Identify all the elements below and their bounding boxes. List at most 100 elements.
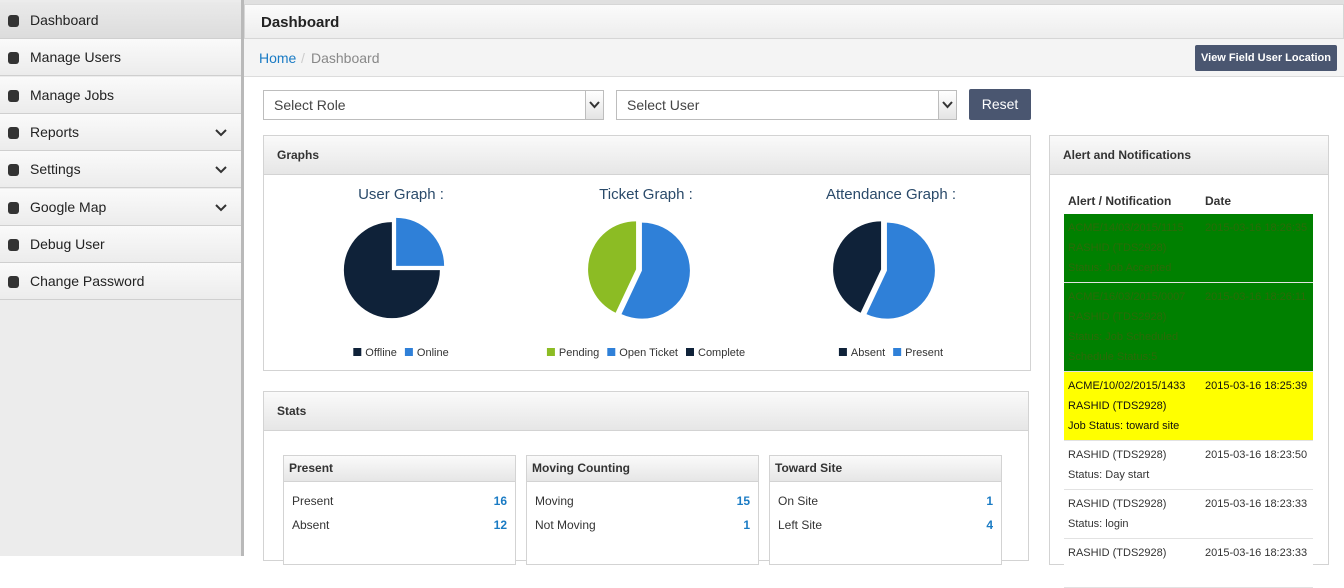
legend-label: Pending [559,347,599,359]
stat-box: Toward Site On Site 1 Left Site 4 [769,455,1002,565]
nav-item[interactable]: Manage Jobs [0,76,241,114]
pie-slice [588,221,637,313]
alert-date: 2015-03-16 18:23:50 [1205,449,1308,461]
stat-row: Left Site 4 [778,518,993,532]
stat-box: Moving Counting Moving 15 Not Moving 1 [526,455,759,565]
icon-shape [8,89,19,102]
legend-label: Present [905,347,943,359]
chevron-shape [215,129,227,137]
stat-title: Present [284,456,515,482]
select-arrow [938,91,956,119]
stat-value: 15 [736,494,750,508]
nav-label: Settings [30,161,81,178]
stat-title: Moving Counting [527,456,758,482]
legend-label: Absent [851,347,885,359]
arrow-icon [942,101,953,109]
select-placeholder: Select User [627,97,700,113]
nav-item[interactable]: Reports [0,113,241,151]
arrow-icon [589,101,600,109]
alert-text: ACME/14/03/2015/1115 RASHID (TDS2928) Stat… [1068,218,1184,278]
stat-label: Present [292,494,334,508]
icon-shape [8,164,19,177]
alert-line: Job Status: toward site [1068,420,1180,432]
legend-swatch [546,348,555,356]
stat-value: 16 [493,494,507,508]
nav-label: Manage Users [30,49,122,66]
chevron [215,166,227,174]
panel-title: Stats [264,392,1028,431]
legend-swatch [686,348,694,356]
pie-slice [621,222,690,319]
alert-line: Schedule Status:5 [1068,351,1158,363]
stat-row: Present 16 [292,494,507,508]
stat-value: 4 [986,518,993,532]
pie-slice [866,222,935,319]
stat-row: On Site 1 [778,494,993,508]
alert-line: RASHID (TDS2928) [1068,547,1167,559]
alert-row: RASHID (TDS2928) Status: Day start 2015-03… [1064,441,1313,490]
icon-shape [8,238,19,251]
sidebar: Dashboard Manage Users Manage Jobs Reports S… [0,0,244,556]
view-location-button[interactable]: View Field User Location [1195,45,1337,71]
alert-date: 2015-03-16 18:26:11 [1205,291,1307,303]
icon-shape [8,15,19,27]
role-select[interactable]: Select Role [263,90,604,120]
select-arrow [585,91,603,119]
nav-icon [8,52,19,65]
stat-row: Moving 15 [535,494,750,508]
alert-line: RASHID (TDS2928) [1068,498,1167,510]
chevron [215,203,227,211]
alert-line: RASHID (TDS2928) [1068,400,1167,412]
chart-title: Attendance Graph : [826,186,956,203]
stat-title: Toward Site [770,456,1001,482]
alert-text: RASHID (TDS2928) Status: Day start [1068,445,1166,485]
breadcrumb-separator: / [301,50,305,66]
breadcrumb-current: Dashboard [311,50,380,66]
alert-text: RASHID (TDS2928) [1068,543,1166,563]
alert-row: ACME/16/03/2015/0007 RASHID (TDS2928) Stat… [1064,283,1313,372]
alert-row: ACME/14/03/2015/1115 RASHID (TDS2928) Stat… [1064,214,1313,283]
legend-label: Offline [365,347,397,359]
select-placeholder: Select Role [274,97,346,113]
stat-label: Absent [292,518,330,532]
legend: Pending Open Ticket Complete [546,347,745,359]
nav-item[interactable]: Google Map [0,188,241,226]
alert-text: ACME/10/02/2015/1433 RASHID (TDS2928) Job … [1068,376,1185,436]
legend-label: Open Ticket [619,347,678,359]
stat-label: Moving [535,494,574,508]
nav-icon [8,164,19,177]
legend-swatch [404,348,413,356]
legend-swatch [838,348,847,356]
nav-item[interactable]: Manage Users [0,39,241,77]
alert-date: 2015-03-16 18:23:33 [1205,547,1308,559]
nav-item[interactable]: Dashboard [0,2,241,39]
page-title: Dashboard [261,14,340,31]
user-select[interactable]: Select User [616,90,957,120]
breadcrumb-home[interactable]: Home [259,50,297,66]
nav-label: Reports [30,123,80,140]
nav-item[interactable]: Settings [0,151,241,189]
alert-text: ACME/16/03/2015/0007 RASHID (TDS2928) Stat… [1068,287,1185,367]
nav-item[interactable]: Change Password [0,263,241,301]
reset-button[interactable]: Reset [969,89,1031,120]
stat-box: Present Present 16 Absent 12 [283,455,516,565]
alert-date: 2015-03-16 18:23:33 [1205,498,1308,510]
legend-label: Online [417,347,449,359]
stat-label: On Site [778,494,819,508]
nav-item[interactable]: Debug User [0,225,241,263]
stat-label: Not Moving [535,518,596,532]
pie-slice [343,222,440,319]
stat-row: Not Moving 1 [535,518,750,532]
panel-title: Graphs [264,136,1030,175]
stat-value: 1 [743,518,750,532]
legend: Absent Present [838,347,943,359]
alert-line: Status: Job Accepted [1068,262,1172,274]
alert-line: RASHID (TDS2928) [1068,242,1167,254]
alert-line: RASHID (TDS2928) [1068,449,1167,461]
icon-shape [8,201,19,214]
chevron [215,129,227,137]
column-header: Date [1205,194,1232,208]
alert-row: ACME/10/02/2015/1433 RASHID (TDS2928) Job … [1064,372,1313,441]
stat-label: Left Site [778,518,823,532]
